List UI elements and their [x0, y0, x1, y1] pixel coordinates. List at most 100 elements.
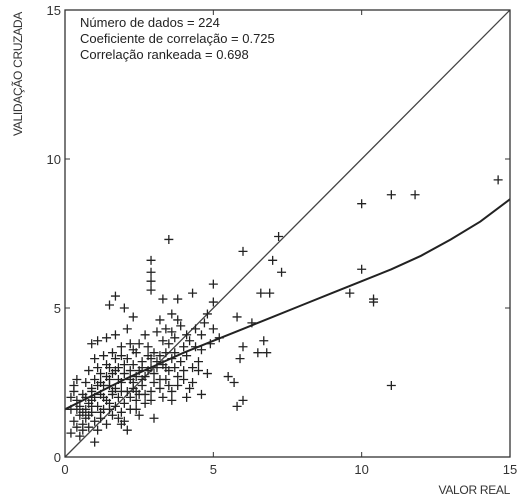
data-point: [84, 366, 94, 376]
data-point: [149, 413, 159, 423]
data-point: [493, 175, 503, 185]
data-point: [357, 199, 367, 209]
data-point: [84, 422, 94, 432]
data-point: [87, 339, 97, 349]
trend-curve: [64, 198, 511, 411]
data-point: [274, 231, 284, 241]
data-point: [161, 363, 171, 373]
data-point: [99, 392, 109, 402]
data-point: [125, 392, 135, 402]
data-point: [131, 395, 141, 405]
data-point: [116, 351, 126, 361]
y-tick-label: 15: [47, 3, 61, 18]
data-point: [152, 327, 162, 337]
data-point: [110, 330, 120, 340]
data-point: [164, 234, 174, 244]
data-point: [69, 380, 79, 390]
data-point: [107, 389, 117, 399]
data-point: [223, 372, 233, 382]
data-point: [164, 380, 174, 390]
data-point: [72, 422, 82, 432]
data-point: [105, 363, 114, 373]
data-point: [158, 336, 168, 346]
data-point: [90, 375, 100, 385]
data-point: [66, 392, 76, 402]
data-point: [205, 339, 215, 349]
data-point: [232, 401, 242, 411]
data-point: [161, 324, 171, 334]
data-point: [202, 369, 212, 379]
data-point: [72, 375, 82, 385]
data-point: [72, 404, 82, 414]
data-point: [170, 348, 180, 358]
data-point: [116, 419, 126, 429]
data-point: [173, 380, 183, 390]
data-point: [185, 336, 195, 346]
data-point: [208, 324, 218, 334]
data-point: [128, 360, 138, 370]
data-point: [253, 348, 263, 358]
data-point: [170, 363, 180, 373]
data-point: [143, 366, 153, 376]
ticks-layer: 0 5 10 15 0 5 10 15: [47, 3, 517, 477]
data-point: [128, 312, 138, 322]
data-point: [386, 380, 396, 390]
data-point: [140, 398, 150, 408]
data-point: [188, 288, 198, 298]
data-point: [87, 386, 97, 396]
data-point: [125, 366, 135, 376]
data-point: [167, 309, 177, 319]
data-point: [208, 279, 218, 289]
data-point: [369, 297, 379, 307]
data-point: [149, 369, 159, 379]
data-point: [386, 190, 396, 200]
data-point: [105, 404, 114, 414]
annotation-rank-correlation: Correlação rankeada = 0.698: [80, 47, 249, 62]
data-point: [199, 318, 209, 328]
data-point: [140, 330, 150, 340]
data-point: [84, 410, 94, 420]
x-tick-label: 5: [210, 462, 217, 477]
data-point: [146, 276, 156, 286]
data-point: [277, 267, 287, 277]
data-point: [256, 288, 266, 298]
data-point: [161, 348, 171, 358]
data-point: [131, 404, 141, 414]
data-point: [265, 288, 275, 298]
data-point: [196, 389, 206, 399]
data-point: [140, 389, 150, 399]
data-point: [173, 315, 183, 325]
data-point: [69, 416, 79, 426]
data-point: [72, 395, 82, 405]
data-point: [134, 410, 144, 420]
data-point: [202, 309, 212, 319]
data-point: [81, 378, 91, 387]
data-point: [90, 437, 100, 447]
data-point: [116, 407, 126, 417]
data-point: [176, 357, 186, 367]
data-point: [119, 369, 129, 379]
data-point: [155, 375, 165, 385]
data-point: [66, 428, 76, 438]
y-tick-label: 10: [47, 152, 61, 167]
data-point: [116, 386, 126, 396]
data-point: [110, 354, 120, 364]
data-point: [194, 357, 203, 367]
data-point: [99, 351, 109, 361]
data-point: [247, 318, 257, 328]
y-axis-label: VALIDAÇÃO CRUZADA: [11, 12, 25, 136]
data-point: [188, 363, 198, 373]
data-point: [102, 419, 112, 429]
data-point: [96, 369, 106, 379]
data-point: [105, 300, 114, 310]
x-axis-label: VALOR REAL: [439, 483, 511, 497]
data-point: [113, 375, 123, 385]
data-point: [238, 246, 248, 256]
data-point: [116, 342, 126, 352]
data-point: [182, 392, 192, 402]
data-point: [146, 354, 156, 364]
data-point: [167, 395, 177, 405]
reference-line: [64, 9, 511, 458]
